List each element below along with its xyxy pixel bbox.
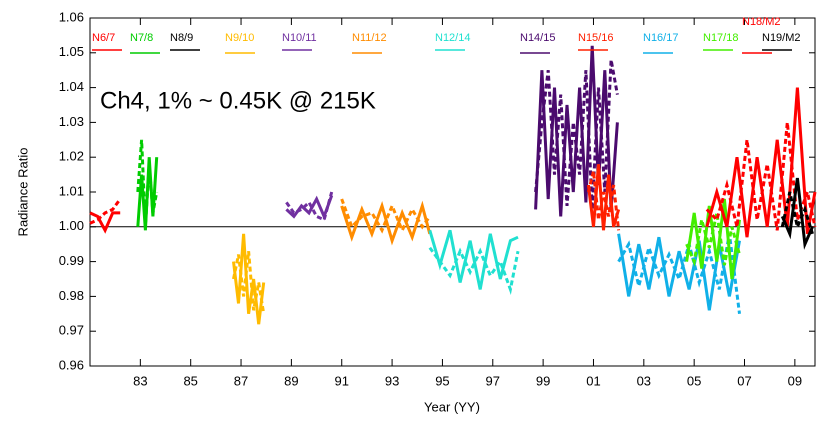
x-tick-label: 85 [183, 373, 197, 388]
legend-label: N19/M2 [762, 32, 801, 44]
x-tick-label: 95 [435, 373, 449, 388]
series-line-dashed [685, 212, 741, 267]
legend-label: N11/12 [352, 32, 387, 44]
x-tick-label: 05 [687, 373, 701, 388]
series-line-dashed [534, 59, 619, 210]
series-line [232, 233, 266, 325]
series-line [89, 211, 121, 234]
legend-label: N16/17 [643, 32, 678, 44]
x-tick-label: 87 [234, 373, 248, 388]
legend-label: N10/11 [282, 32, 317, 44]
x-tick-label: 89 [284, 373, 298, 388]
series-line-dashed [232, 251, 266, 315]
series-line [586, 164, 621, 231]
x-tick-label: 03 [637, 373, 651, 388]
x-tick-label: 93 [385, 373, 399, 388]
x-tick-label: 01 [586, 373, 600, 388]
series-line-dashed [428, 246, 520, 295]
y-tick-label: 0.96 [59, 357, 84, 372]
x-tick-label: 07 [737, 373, 751, 388]
legend-label: N7/8 [130, 32, 153, 44]
x-tick-label: 09 [788, 373, 802, 388]
series-line-dashed [89, 198, 122, 225]
series-line-dashed [340, 198, 432, 234]
y-tick-label: 1.02 [59, 149, 84, 164]
legend-label: N14/15 [520, 32, 555, 44]
y-axis-label: Radiance Ratio [15, 148, 30, 237]
y-tick-label: 0.98 [59, 288, 84, 303]
series-line-dashed [705, 122, 817, 231]
legend-label: N8/9 [170, 32, 193, 44]
annotation: Ch4, 1% ~ 0.45K @ 215K [100, 87, 376, 114]
y-tick-label: 1.01 [59, 183, 84, 198]
series-line-dashed [586, 170, 621, 231]
series-line-dashed [780, 191, 814, 235]
legend-label: N18/M2 [742, 16, 781, 28]
legend-label: N9/10 [225, 32, 254, 44]
legend-label: N12/14 [435, 32, 470, 44]
y-tick-label: 1.00 [59, 218, 84, 233]
y-tick-label: 0.97 [59, 323, 84, 338]
series-line [780, 177, 814, 250]
series-line [428, 229, 519, 290]
y-tick-label: 1.05 [59, 44, 84, 59]
series-line-dashed [285, 191, 334, 222]
legend-label: N17/18 [703, 32, 738, 44]
x-tick-label: 97 [486, 373, 500, 388]
x-tick-label: 99 [536, 373, 550, 388]
legend-label: N15/16 [578, 32, 613, 44]
y-tick-label: 1.06 [59, 9, 84, 24]
plot-frame [89, 17, 816, 367]
x-tick-label: 83 [133, 373, 147, 388]
x-tick-label: 91 [335, 373, 349, 388]
series-line-dashed [136, 139, 159, 227]
y-tick-label: 1.03 [59, 114, 84, 129]
y-tick-label: 1.04 [59, 79, 84, 94]
legend-label: N6/7 [92, 32, 115, 44]
series-line-dashed [617, 233, 741, 314]
y-tick-label: 0.99 [59, 253, 84, 268]
x-axis-label: Year (YY) [424, 399, 480, 414]
